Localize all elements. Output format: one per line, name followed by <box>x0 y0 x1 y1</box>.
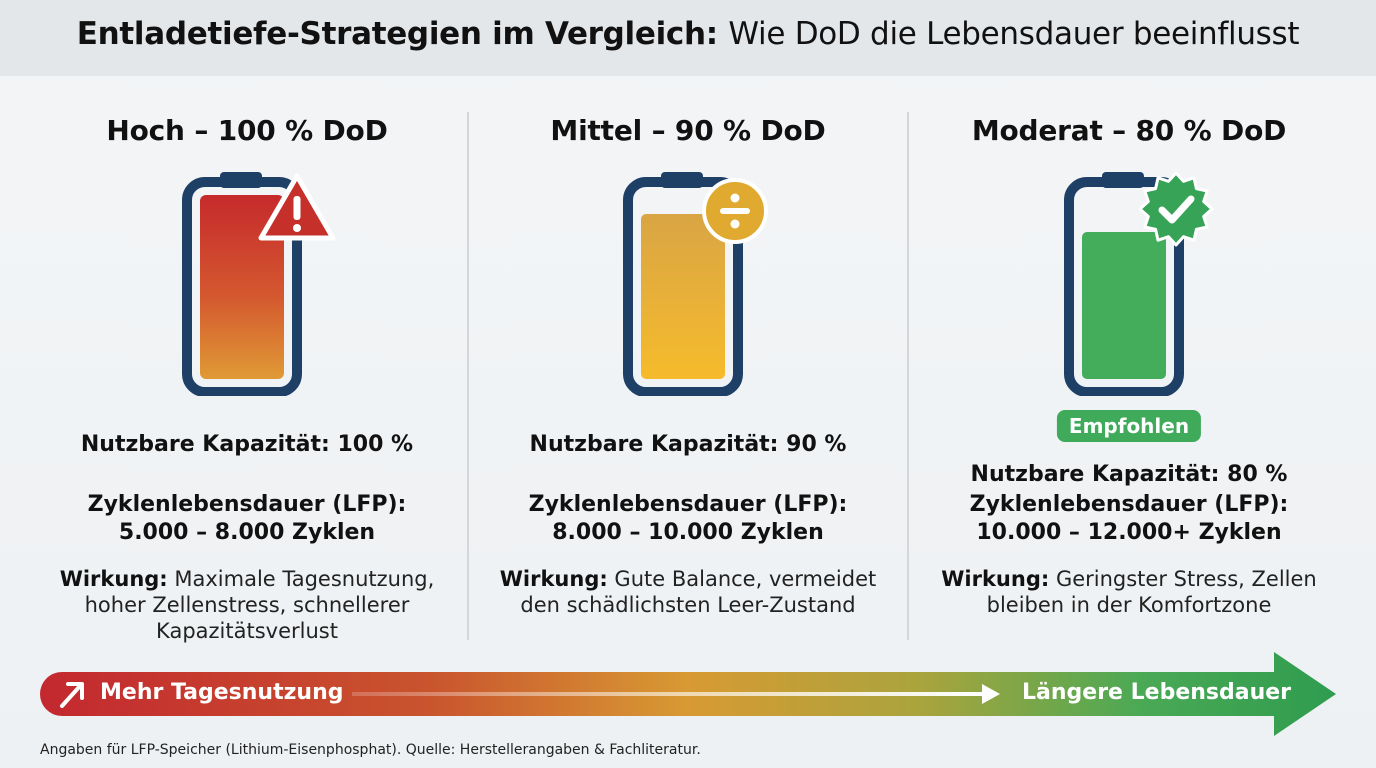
cycles-value: 5.000 – 8.000 Zyklen <box>118 520 376 545</box>
effect-line-2: hoher Zellenstress, schnellerer <box>84 593 410 617</box>
cycles-value: 10.000 – 12.000+ Zyklen <box>976 520 1282 545</box>
effect-text: Wirkung: Maximale Tagesnutzung, hoher Ze… <box>27 566 467 644</box>
arrow-line <box>352 692 982 696</box>
cycle-label: Zyklenlebensdauer (LFP): <box>969 492 1289 517</box>
arrow-right-label: Längere Lebensdauer <box>1022 680 1292 705</box>
effect-label: Wirkung: <box>59 567 168 591</box>
title-light: Wie DoD die Lebensdauer beeinflusst <box>728 16 1300 52</box>
effect-label: Wirkung: <box>499 567 608 591</box>
capacity-label: Nutzbare Kapazität: 80 % <box>970 462 1288 487</box>
effect-label: Wirkung: <box>941 567 1050 591</box>
column-divider <box>467 112 469 640</box>
warning-icon <box>258 173 336 241</box>
capacity-label: Nutzbare Kapazität: 90 % <box>529 432 847 457</box>
effect-text: Wirkung: Gute Balance, vermeidet den sch… <box>468 566 908 618</box>
tradeoff-arrow <box>40 652 1336 736</box>
battery-eighty <box>1029 166 1229 396</box>
cycle-label: Zyklenlebensdauer (LFP): <box>528 492 848 517</box>
column-title: Hoch – 100 % DoD <box>106 114 388 147</box>
cycles-value: 8.000 – 10.000 Zyklen <box>552 520 824 545</box>
column-title: Moderat – 80 % DoD <box>971 114 1287 147</box>
battery-ninety <box>588 166 788 396</box>
footnote: Angaben für LFP-Speicher (Lithium-Eisenp… <box>40 742 701 758</box>
battery-full <box>147 166 347 396</box>
trend-up-arrow-icon <box>60 682 84 708</box>
effect-line-1: Maximale Tagesnutzung, <box>167 567 435 591</box>
column-moderate-dod: Moderat – 80 % DoD Empfohlen Nutzbare Ka… <box>909 108 1349 617</box>
column-medium-dod: Mittel – 90 % DoD Nutzbare Kapazität: 90… <box>468 108 908 617</box>
arrow-head <box>982 684 1000 704</box>
effect-line-2: den schädlichsten Leer-Zustand <box>520 593 856 617</box>
divide-icon <box>702 178 768 244</box>
effect-line-3: Kapazitätsverlust <box>156 619 338 643</box>
title-bold: Entladetiefe-Strategien im Vergleich: <box>76 16 718 52</box>
column-title: Mittel – 90 % DoD <box>550 114 826 147</box>
arrow-left-label: Mehr Tagesnutzung <box>100 680 344 705</box>
effect-line-1: Geringster Stress, Zellen <box>1049 567 1317 591</box>
effect-line-2: bleiben in der Komfortzone <box>986 593 1272 617</box>
page-title: Entladetiefe-Strategien im Vergleich: Wi… <box>0 16 1376 52</box>
header: Entladetiefe-Strategien im Vergleich: Wi… <box>0 0 1376 76</box>
check-badge-icon <box>1138 171 1214 247</box>
cycle-label: Zyklenlebensdauer (LFP): <box>87 492 407 517</box>
column-high-dod: Hoch – 100 % DoD Nutzbare Kapazität: 100… <box>27 108 467 643</box>
capacity-label: Nutzbare Kapazität: 100 % <box>80 432 414 457</box>
effect-text: Wirkung: Geringster Stress, Zellen bleib… <box>909 566 1349 618</box>
effect-line-1: Gute Balance, vermeidet <box>607 567 877 591</box>
column-divider <box>907 112 909 640</box>
recommended-badge: Empfohlen <box>1056 410 1202 442</box>
